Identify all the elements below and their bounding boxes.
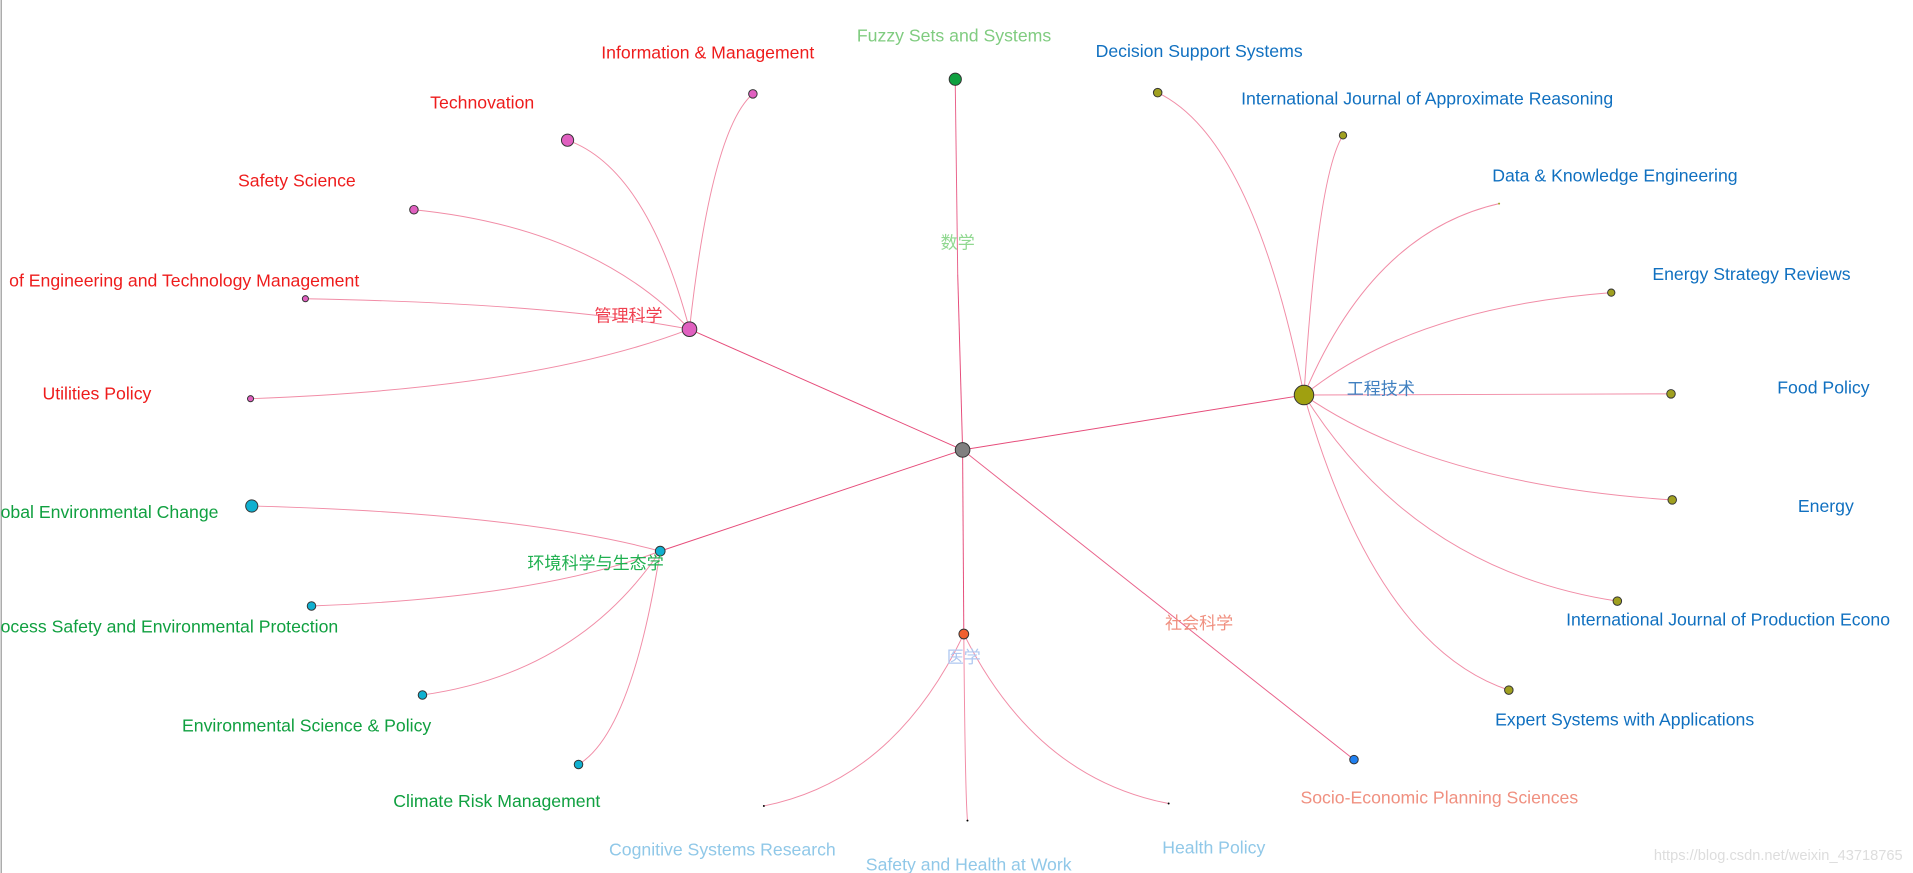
center-node	[954, 442, 971, 458]
edge	[251, 505, 661, 552]
journal-label: Energy Strategy Reviews	[1652, 264, 1850, 284]
journal-node	[1498, 202, 1501, 205]
journal-node	[409, 204, 419, 215]
journal-label: International Journal of Approximate Rea…	[1241, 89, 1613, 109]
edge	[250, 328, 690, 400]
cluster-label: 工程技术	[1347, 380, 1415, 400]
journal-label: Technovation	[430, 92, 534, 112]
edge	[1303, 394, 1673, 501]
journal-label: Fuzzy Sets and Systems	[857, 25, 1051, 45]
edge	[1303, 394, 1618, 602]
cluster-label: 管理科学	[594, 307, 662, 327]
edge	[688, 93, 754, 330]
cluster-node	[681, 321, 698, 338]
journal-node	[417, 690, 428, 700]
edge	[567, 139, 690, 330]
journal-label: obal Environmental Change	[1, 502, 219, 522]
cluster-node	[1293, 384, 1315, 406]
journal-label: Energy	[1798, 496, 1854, 516]
journal-label: Food Policy	[1777, 378, 1869, 398]
edge	[954, 85, 959, 275]
edge	[422, 550, 661, 696]
journal-node	[1667, 495, 1677, 505]
journal-label: Cognitive Systems Research	[609, 840, 836, 860]
journal-node	[1152, 87, 1163, 98]
journal-label: ocess Safety and Environmental Protectio…	[1, 617, 339, 637]
edge	[1303, 135, 1344, 396]
cluster-label: 社会科学	[1165, 614, 1233, 634]
edge	[957, 274, 964, 450]
journal-node	[966, 819, 969, 822]
edge	[1303, 393, 1671, 396]
journal-label: Health Policy	[1162, 837, 1265, 857]
journal-label: Data & Knowledge Engineering	[1492, 165, 1737, 185]
cluster-label: 环境科学与生态学	[527, 554, 663, 574]
edge	[1303, 203, 1500, 396]
journal-node	[1666, 389, 1676, 399]
journal-label: Safety Science	[238, 170, 356, 190]
edge	[305, 298, 690, 330]
cluster-label: 数学	[941, 233, 975, 253]
journal-node	[560, 133, 575, 147]
journal-label: Utilities Policy	[42, 384, 151, 404]
journal-node	[1504, 685, 1514, 695]
journal-node	[306, 601, 317, 611]
edge	[763, 633, 965, 807]
edge	[413, 209, 690, 330]
edge	[311, 550, 661, 607]
journal-label: Climate Risk Management	[393, 791, 600, 811]
edge	[962, 449, 1355, 760]
journal-node	[948, 72, 962, 86]
journal-node	[1338, 131, 1348, 140]
journal-node	[301, 295, 309, 303]
watermark: https://blog.csdn.net/weixin_43718765	[1654, 848, 1903, 864]
journal-node	[762, 804, 765, 807]
cluster-node	[958, 628, 970, 640]
edge	[962, 394, 1305, 451]
edge	[963, 634, 968, 821]
edge	[963, 633, 1169, 804]
journal-node	[245, 499, 259, 513]
edge	[1303, 292, 1612, 396]
journal-label: Decision Support Systems	[1096, 41, 1303, 61]
edge	[578, 551, 661, 765]
journal-label: Information & Management	[601, 42, 814, 62]
edge	[689, 328, 963, 451]
cluster-label: 医学	[947, 648, 981, 668]
journal-label: Safety and Health at Work	[866, 854, 1072, 873]
journal-label: Socio-Economic Planning Sciences	[1300, 787, 1578, 807]
journal-node	[748, 89, 758, 99]
edge	[962, 449, 965, 635]
journal-node	[1349, 754, 1359, 765]
journal-label: Expert Systems with Applications	[1495, 709, 1754, 729]
edge	[1303, 394, 1509, 691]
journal-label: International Journal of Production Econ…	[1566, 609, 1890, 629]
journal-node	[247, 395, 255, 403]
journal-node	[1607, 288, 1616, 297]
cluster-node	[654, 545, 666, 557]
journal-node	[1167, 802, 1170, 805]
journal-label: of Engineering and Technology Management	[9, 270, 359, 290]
edge	[660, 449, 963, 552]
journal-node	[573, 759, 584, 770]
journal-node	[1612, 596, 1623, 606]
journal-label: Environmental Science & Policy	[182, 715, 431, 735]
edge	[1157, 92, 1305, 396]
